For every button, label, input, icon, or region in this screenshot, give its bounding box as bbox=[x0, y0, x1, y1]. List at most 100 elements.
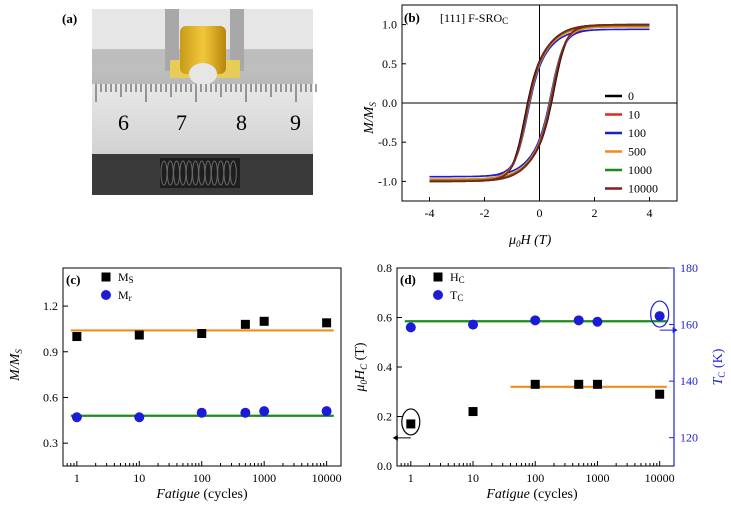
panel-c-ylabel: M/MS bbox=[8, 349, 24, 382]
panel-d-point-Tc bbox=[654, 311, 665, 322]
panel-d-legend-marker-1 bbox=[433, 290, 443, 300]
panel-c-point-Ms bbox=[322, 318, 332, 328]
panel-d-xtick-label: 1 bbox=[408, 471, 414, 485]
panel-b-zero-lines bbox=[402, 5, 677, 201]
panel-d-callouts bbox=[392, 300, 678, 441]
legend-label-0: 0 bbox=[628, 89, 634, 103]
panel-c-point-Ms bbox=[197, 328, 207, 338]
panel-d-ytick-label: 0.2 bbox=[377, 410, 392, 424]
panel-c-legend-label-1: Mr bbox=[118, 288, 132, 303]
panel-b-legend: 0 10 100 500 1000 10000 bbox=[605, 89, 658, 196]
panel-d-point-Hc bbox=[406, 419, 416, 429]
panel-d-ytick-label: 0.0 bbox=[377, 459, 392, 473]
panel-d-ylabel: μ0HC (T) bbox=[353, 342, 369, 392]
legend-label-10000: 10000 bbox=[628, 182, 658, 196]
panel-c-label: (c) bbox=[66, 272, 80, 287]
panel-c-point-Mr bbox=[240, 407, 251, 418]
panel-d-xlabel: Fatigue (cycles) bbox=[485, 487, 578, 502]
panel-d-point-Tc bbox=[573, 315, 584, 326]
panel-d-y2tick-label: 140 bbox=[680, 374, 698, 388]
panel-b-xtick-label: -4 bbox=[425, 206, 435, 220]
panel-d-point-Hc bbox=[655, 389, 665, 399]
ruler bbox=[92, 84, 313, 154]
sample-hole bbox=[189, 63, 217, 85]
panel-c-xtick-label: 1 bbox=[74, 471, 80, 485]
panel-d-tc-arrowhead bbox=[672, 327, 678, 334]
panel-c-point-Mr bbox=[134, 412, 145, 423]
panel-c-moments: 1 10 100 1000 10000 0.3 0.6 0.9 1.2 MS Mr (c) Fa… bbox=[8, 267, 342, 502]
panel-d-point-Hc bbox=[530, 379, 540, 389]
panel-c-legend-label-0: MS bbox=[118, 270, 134, 285]
panel-a-label: (a) bbox=[62, 11, 77, 26]
panel-c-point-Mr bbox=[196, 407, 207, 418]
panel-c-legend-marker-1 bbox=[101, 290, 111, 300]
panel-d-xticks: 1 10 100 1000 10000 bbox=[396, 461, 675, 485]
panel-c-xtick-label: 100 bbox=[193, 471, 211, 485]
panel-b-xtick-label: -2 bbox=[480, 206, 490, 220]
panel-b-xtick-label: 0 bbox=[537, 206, 543, 220]
panel-b-xlabel: μ0H (T) bbox=[508, 233, 552, 249]
hysteresis-loop-10000 bbox=[429, 23, 650, 183]
panel-c-point-Ms bbox=[72, 332, 82, 342]
panel-b-ytick-label: 0.0 bbox=[382, 96, 397, 110]
panel-b-xtick-label: 2 bbox=[592, 206, 598, 220]
coil-turn bbox=[229, 160, 237, 186]
panel-b-label: (b) bbox=[404, 10, 420, 25]
panel-c-ytick-label: 0.9 bbox=[43, 345, 58, 359]
panel-c-xtick-label: 10000 bbox=[312, 471, 342, 485]
panel-b-ytick-label: 1.0 bbox=[382, 18, 397, 32]
panel-d-point-Hc bbox=[574, 379, 584, 389]
panel-d-xtick-label: 1000 bbox=[585, 471, 609, 485]
legend-label-100: 100 bbox=[628, 126, 646, 140]
panel-d-xtick-label: 100 bbox=[526, 471, 544, 485]
panel-d-legend-label-1: TC bbox=[450, 288, 463, 303]
panel-c-xtick-label: 10 bbox=[133, 471, 145, 485]
panel-a-photo: 6 7 8 9 (a) bbox=[62, 9, 317, 195]
panel-d-fit-lines bbox=[404, 320, 667, 388]
panel-d-point-Tc bbox=[592, 316, 603, 327]
panel-b-xtick-label: 4 bbox=[647, 206, 653, 220]
panel-d-legend-label-0: HC bbox=[450, 270, 465, 285]
panel-d-ytick-label: 0.8 bbox=[377, 261, 392, 275]
ruler-number-8: 8 bbox=[236, 110, 247, 135]
panel-d-ytick-label: 0.4 bbox=[377, 360, 392, 374]
panel-d-y2tick-label: 180 bbox=[680, 261, 698, 275]
panel-c-xticks: 1 10 100 1000 10000 bbox=[62, 461, 342, 485]
panel-d-coercivity-tc: 1 10 100 1000 10000 0.0 0.2 0.4 0.6 0.8 120 140 16… bbox=[353, 261, 727, 502]
panel-d-points bbox=[405, 311, 665, 429]
panel-b-annotation: [111] F-SROC bbox=[440, 11, 508, 26]
coil-windings bbox=[160, 160, 237, 186]
panel-d-label: (d) bbox=[400, 272, 416, 287]
sample-foil bbox=[180, 26, 226, 74]
panel-d-point-Tc bbox=[405, 322, 416, 333]
panel-d-y2tick-label: 120 bbox=[680, 431, 698, 445]
ruler-number-7: 7 bbox=[176, 110, 187, 135]
panel-c-points bbox=[71, 316, 332, 423]
panel-d-point-Hc bbox=[592, 379, 602, 389]
panel-b-ytick-label: -1.0 bbox=[378, 174, 397, 188]
panel-b-ytick-label: -0.5 bbox=[378, 135, 397, 149]
panel-c-point-Mr bbox=[259, 406, 270, 417]
panel-d-point-Tc bbox=[468, 319, 479, 330]
panel-d-y2label: TC (K) bbox=[711, 348, 727, 385]
panel-d-point-Hc bbox=[468, 407, 478, 417]
panel-d-legend-marker-0 bbox=[433, 272, 443, 282]
panel-c-ytick-label: 0.3 bbox=[43, 436, 58, 450]
panel-d-xtick-label: 10 bbox=[467, 471, 479, 485]
panel-d-ytick-label: 0.6 bbox=[377, 311, 392, 325]
panel-d-y2tick-label: 160 bbox=[680, 318, 698, 332]
ruler-number-9: 9 bbox=[290, 110, 301, 135]
panel-b-xticks: -4 -2 0 2 4 bbox=[425, 197, 653, 220]
panel-c-yticks: 0.3 0.6 0.9 1.2 bbox=[43, 299, 68, 450]
panel-c-fit-lines bbox=[70, 329, 334, 417]
legend-label-500: 500 bbox=[628, 145, 646, 159]
clamp-left bbox=[165, 9, 179, 71]
panel-b-ylabel: M/MS bbox=[362, 102, 378, 135]
panel-c-legend-marker-0 bbox=[101, 272, 111, 282]
panel-d-hc-arrowhead bbox=[392, 434, 398, 441]
legend-label-10: 10 bbox=[628, 108, 640, 122]
ruler-number-6: 6 bbox=[118, 110, 129, 135]
panel-b-hysteresis: -4 -2 0 2 4 -1.0 -0.5 0.0 0.5 1.0 0 10 100 500 1000 1… bbox=[362, 4, 678, 249]
panel-c-xtick-label: 1000 bbox=[252, 471, 276, 485]
